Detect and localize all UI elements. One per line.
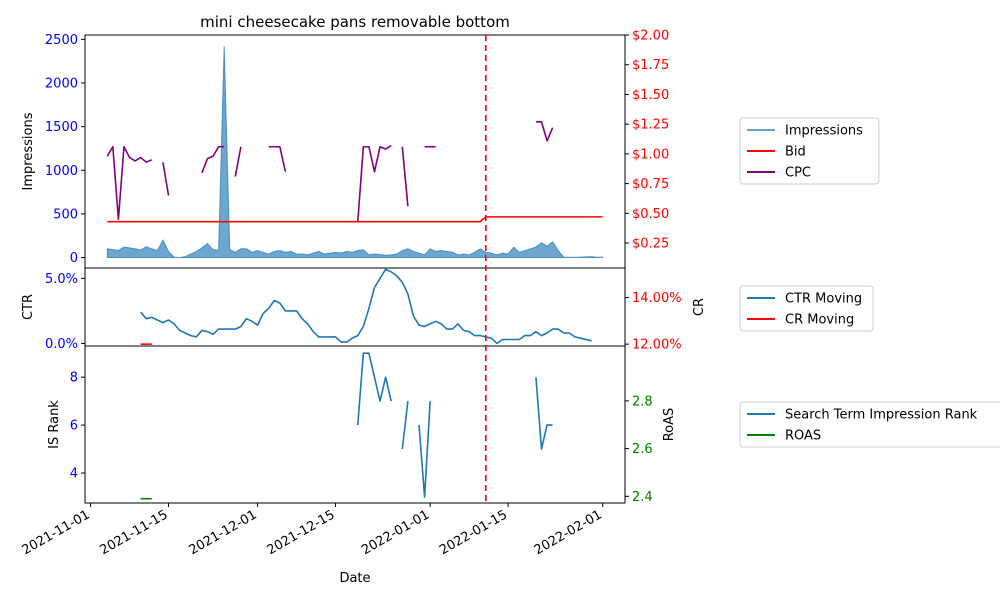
right-tick-label-middle: 14.00% (632, 291, 682, 306)
x-tick-label: 2021-12-15 (265, 507, 338, 558)
right-tick-label-top: $0.25 (632, 237, 669, 252)
panel-top-frame (84, 34, 626, 269)
panel-bottom: 4 6 8 2.4 2.6 2.8 IS Rank RoAS (47, 345, 677, 505)
left-axis-label-bottom: IS Rank (47, 400, 62, 449)
left-axis-label-top: Impressions (21, 112, 36, 190)
right-tick-label-top: $1.25 (632, 118, 669, 133)
legend-label-bid: Bid (785, 145, 806, 160)
x-tick-label: 2021-11-15 (98, 507, 171, 558)
right-tick-label-top: $1.75 (632, 58, 669, 73)
x-axis-label: Date (339, 571, 370, 586)
legend-label-search-term-impression-rank: Search Term Impression Rank (785, 408, 978, 423)
panel-top: 0 500 1000 1500 2000 2500 $0.25 $0.50 $0.75 $1.00… (21, 29, 669, 269)
series-cpc-segment-0 (106, 145, 153, 221)
panel-middle: 0.0% 5.0% 12.00% 14.00% CTR CR (21, 267, 707, 353)
legend-label-ctr-moving: CTR Moving (785, 292, 862, 307)
panel-bottom-frame (84, 345, 626, 504)
x-tick-label: 2022-02-01 (532, 507, 605, 558)
legend-label-cr-moving: CR Moving (785, 313, 854, 328)
left-tick-label-middle: 5.0% (45, 272, 78, 287)
right-tick-label-middle: 12.00% (632, 338, 682, 353)
legend-label-roas: ROAS (785, 429, 821, 444)
left-tick-label-top: 1000 (45, 164, 78, 179)
series-impressions-area (106, 46, 604, 259)
right-tick-label-top: $2.00 (632, 29, 669, 44)
legend-box-bottom (739, 401, 1000, 448)
series-cpc-segment-6 (401, 146, 409, 207)
x-tick-label: 2021-11-01 (20, 507, 93, 558)
legend-top: Impressions Bid CPC (739, 117, 880, 185)
left-tick-label-top: 500 (53, 207, 78, 222)
series-search-term-impression-rank-segment-3 (535, 377, 553, 450)
left-tick-label-bottom: 6 (70, 419, 78, 434)
right-axis-label-bottom: RoAS (662, 408, 677, 442)
left-tick-label-top: 0 (70, 251, 78, 266)
right-tick-label-bottom: 2.6 (632, 442, 653, 457)
right-tick-label-bottom: 2.8 (632, 394, 653, 409)
legend-middle: CTR Moving CR Moving (739, 285, 874, 332)
left-tick-label-bottom: 4 (70, 467, 78, 482)
right-tick-label-top: $1.00 (632, 147, 669, 162)
x-tick-label: 2022-01-15 (437, 507, 510, 558)
legend-label-cpc: CPC (785, 166, 811, 181)
left-tick-label-top: 2500 (45, 33, 78, 48)
left-tick-label-bottom: 8 (70, 371, 78, 386)
series-search-term-impression-rank-segment-0 (356, 352, 392, 426)
right-axis-label-middle: CR (692, 298, 707, 316)
right-tick-label-bottom: 2.4 (632, 490, 653, 505)
right-tick-label-top: $1.50 (632, 88, 669, 103)
left-tick-label-top: 2000 (45, 76, 78, 91)
series-search-term-impression-rank-segment-1 (401, 401, 409, 450)
chart-title: mini cheesecake pans removable bottom (200, 13, 510, 31)
series-bid-segment-0 (107, 216, 603, 223)
series-cpc-segment-2 (201, 145, 225, 174)
series-cpc-segment-8 (535, 120, 554, 142)
right-tick-label-top: $0.50 (632, 207, 669, 222)
x-tick-label: 2021-12-01 (187, 507, 260, 558)
plot-layer: 0 500 1000 1500 2000 2500 $0.25 $0.50 $0.75 $1.00… (20, 29, 707, 559)
series-ctr-moving-segment-0 (140, 268, 592, 345)
left-tick-label-middle: 0.0% (45, 337, 78, 352)
legend-label-impressions: Impressions (785, 124, 863, 139)
x-tick-label: 2022-01-01 (359, 507, 432, 558)
series-cpc-segment-1 (162, 162, 170, 196)
left-axis-label-middle: CTR (21, 294, 36, 320)
series-cpc-segment-4 (268, 145, 287, 172)
series-cpc-segment-3 (234, 146, 242, 177)
left-tick-label-top: 1500 (45, 120, 78, 135)
legend-bottom: Search Term Impression Rank ROAS (739, 401, 1000, 448)
series-cpc-segment-5 (356, 144, 392, 222)
series-search-term-impression-rank-segment-2 (418, 401, 431, 498)
legend-box-top (739, 117, 880, 185)
right-tick-label-top: $0.75 (632, 177, 669, 192)
